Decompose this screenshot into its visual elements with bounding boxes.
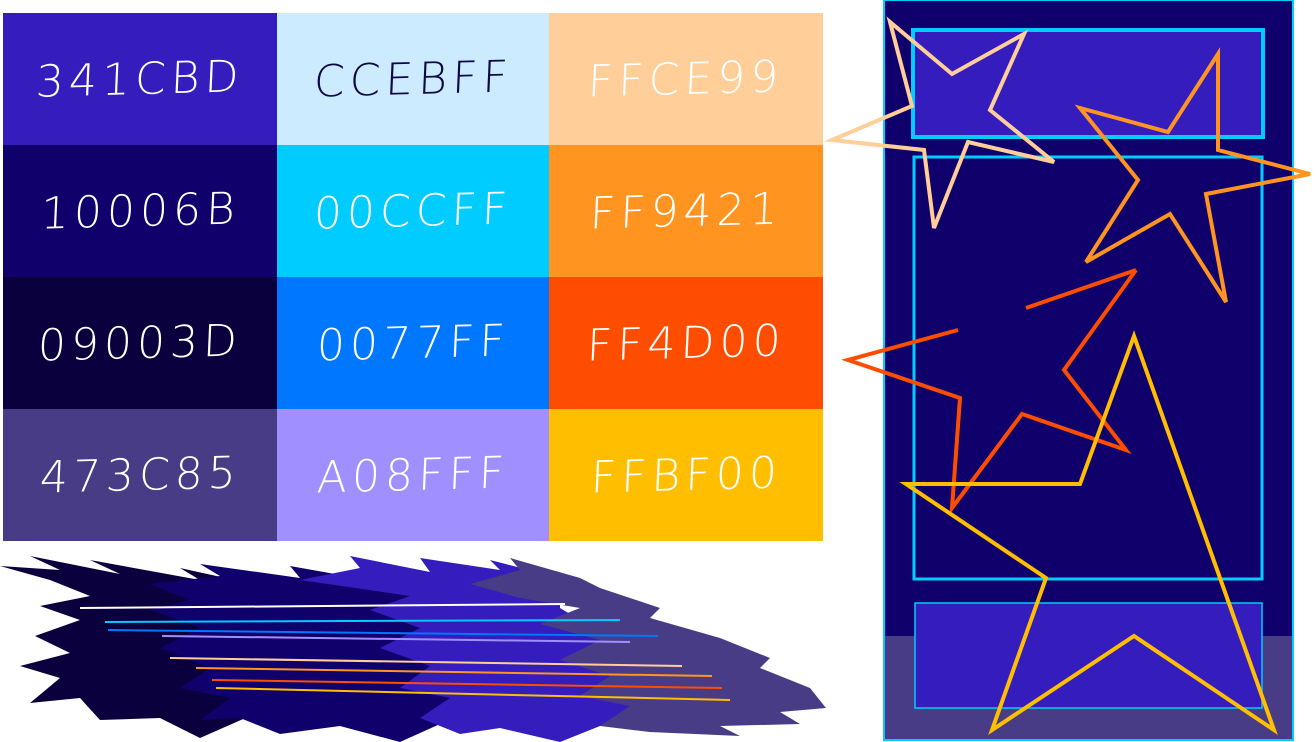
star-orange-outline (1074, 47, 1311, 304)
swatch-label: 473C85 (38, 446, 242, 504)
swatch-ffbf00: FFBF00 (549, 409, 823, 541)
mockup-header-panel (911, 28, 1265, 139)
swatch-label: FF9421 (588, 182, 784, 240)
brush-line (104, 619, 621, 623)
brush-line (161, 635, 631, 643)
swatch-label: FFBF00 (589, 447, 783, 503)
star-yellow-outline (899, 330, 1278, 736)
star-peach-outline (824, 16, 1056, 229)
star-red-orange-outline (841, 268, 1138, 515)
brush-line (211, 679, 723, 689)
swatch-ffce99: FFCE99 (549, 13, 823, 145)
swatch-label: 09003D (36, 314, 244, 372)
mockup-bottom-panel (914, 602, 1263, 709)
swatch-0077ff: 0077FF (277, 277, 549, 409)
mockup-frame (883, 0, 1294, 741)
swatch-09003d: 09003D (3, 277, 277, 409)
swatch-00ccff: 00CCFF (277, 145, 549, 277)
brush-line (215, 687, 731, 701)
swatch-ff9421: FF9421 (549, 145, 823, 277)
swatch-label: 10006B (39, 182, 241, 240)
swatch-473c85: 473C85 (3, 409, 277, 541)
color-palette-grid: 341CBD CCEBFF FFCE99 10006B 00CCFF FF942… (3, 13, 823, 541)
mockup-body-panel (912, 155, 1264, 581)
swatch-341cbd: 341CBD (3, 13, 277, 145)
brush-line (169, 657, 683, 667)
swatch-ff4d00: FF4D00 (549, 277, 823, 409)
swatch-label: A08FFF (315, 446, 511, 504)
swatch-label: 341CBD (35, 50, 245, 108)
brush-layer-light (470, 558, 826, 736)
brush-stroke-illustration (0, 556, 826, 742)
swatch-ccebff: CCEBFF (277, 13, 549, 145)
swatch-label: FFCE99 (587, 50, 785, 108)
swatch-label: FF4D00 (585, 314, 787, 372)
swatch-a08fff: A08FFF (277, 409, 549, 541)
mockup-footer-band (885, 636, 1292, 739)
swatch-label: 0077FF (315, 314, 511, 372)
swatch-label: 00CCFF (312, 182, 514, 240)
brush-line (79, 603, 566, 609)
swatch-10006b: 10006B (3, 145, 277, 277)
brush-line (107, 629, 659, 637)
brush-color-lines (79, 603, 731, 701)
brush-line (195, 667, 713, 677)
swatch-label: CCEBFF (312, 50, 514, 108)
